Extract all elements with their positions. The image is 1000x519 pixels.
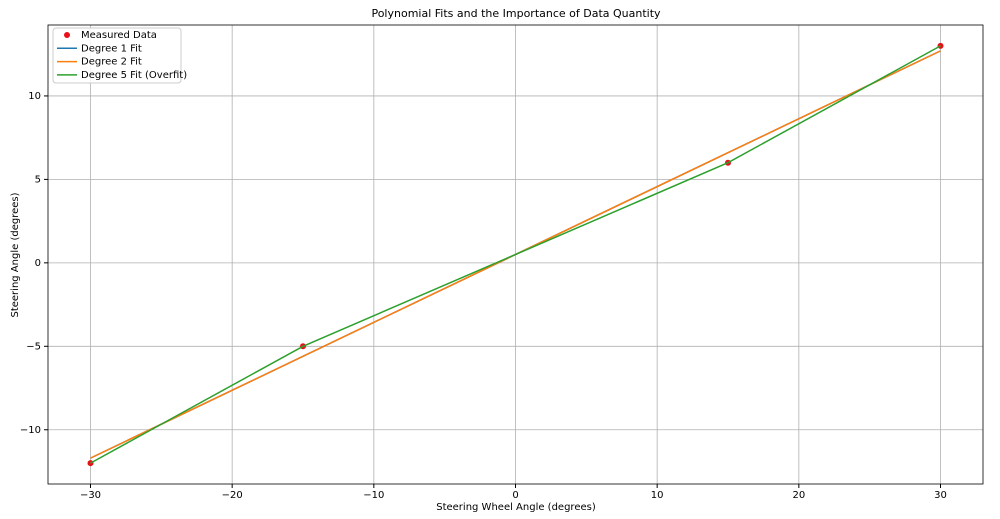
y-tick-label: −10 <box>20 425 41 436</box>
x-tick-label: 0 <box>512 490 518 501</box>
x-tick-label: −20 <box>222 490 243 501</box>
legend-label: Measured Data <box>81 30 157 41</box>
x-tick-label: −30 <box>80 490 101 501</box>
y-tick-label: −5 <box>26 341 41 352</box>
legend-marker <box>64 32 70 38</box>
y-tick-label: 0 <box>35 258 41 269</box>
plot-frame <box>47 24 984 485</box>
fit-line <box>90 45 941 464</box>
y-tick-label: 5 <box>35 174 41 185</box>
x-axis-label: Steering Wheel Angle (degrees) <box>436 502 596 513</box>
y-tick-label: 10 <box>28 91 41 102</box>
legend-label: Degree 2 Fit <box>81 57 142 68</box>
x-tick-label: −10 <box>363 490 384 501</box>
legend-box <box>52 27 182 84</box>
chart-title: Polynomial Fits and the Importance of Da… <box>371 7 661 20</box>
x-tick-label: 10 <box>651 490 664 501</box>
legend-label: Degree 1 Fit <box>81 43 142 54</box>
legend-label: Degree 5 Fit (Overfit) <box>81 70 187 81</box>
x-tick-label: 30 <box>934 490 947 501</box>
x-tick-label: 20 <box>792 490 805 501</box>
y-axis-label: Steering Angle (degrees) <box>10 192 21 317</box>
